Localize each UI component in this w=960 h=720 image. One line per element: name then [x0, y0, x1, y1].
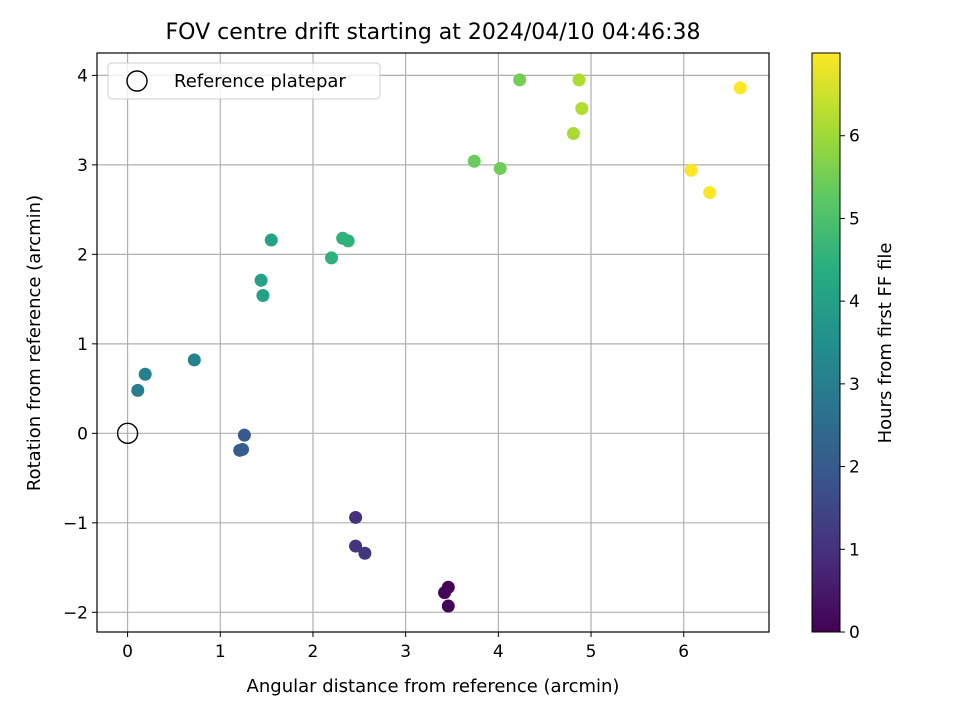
x-axis-label: Angular distance from reference (arcmin)	[247, 676, 620, 697]
scatter-point	[575, 101, 589, 115]
x-tick-label: 4	[493, 642, 504, 662]
x-axis-ticks: 0 1 2 3 4 5 6	[122, 632, 689, 662]
colorbar-tick-label: 3	[849, 375, 860, 395]
scatter-point	[131, 383, 145, 397]
plot-frame	[96, 52, 770, 633]
grid-lines	[97, 53, 769, 632]
scatter-point	[325, 251, 339, 265]
chart-title: FOV centre drift starting at 2024/04/10 …	[166, 20, 701, 45]
scatter-point	[467, 154, 481, 168]
colorbar-tick-label: 0	[849, 623, 860, 643]
y-tick-label: 0	[77, 424, 88, 444]
y-axis-label: Rotation from reference (arcmin)	[24, 195, 45, 491]
scatter-point	[237, 428, 251, 442]
scatter-point	[341, 234, 355, 248]
colorbar-tick-label: 5	[849, 209, 860, 229]
legend-entry: Reference platepar	[174, 71, 346, 92]
scatter-point	[566, 127, 580, 141]
scatter-point	[441, 599, 455, 613]
colorbar-tick-label: 2	[849, 458, 860, 478]
scatter-point	[513, 73, 527, 87]
legend: Reference platepar	[107, 62, 381, 100]
colorbar-tick-label: 6	[849, 127, 860, 147]
y-tick-label: 2	[77, 245, 88, 265]
y-tick-label: −2	[63, 603, 88, 623]
x-tick-label: 6	[678, 642, 689, 662]
scatter-point	[256, 289, 270, 303]
scatter-point	[733, 81, 747, 95]
colorbar	[812, 53, 840, 632]
y-axis-ticks: −2 −1 0 1 2 3 4	[63, 66, 97, 623]
scatter-point	[138, 367, 152, 381]
scatter-point	[254, 273, 268, 287]
scatter-point	[493, 161, 507, 175]
colorbar-label: Hours from first FF file	[875, 243, 896, 444]
x-tick-label: 0	[122, 642, 133, 662]
colorbar-ticks: 0 1 2 3 4 5 6	[840, 127, 860, 643]
scatter-point	[236, 442, 250, 456]
x-tick-label: 3	[400, 642, 411, 662]
legend-box	[107, 62, 381, 100]
legend-reference-marker	[126, 70, 148, 92]
colorbar-frame	[811, 52, 841, 633]
scatter-point	[703, 186, 717, 200]
scatter-point	[438, 586, 452, 600]
x-tick-label: 2	[308, 642, 319, 662]
scatter-point	[358, 546, 372, 560]
data-points	[131, 73, 747, 613]
y-tick-label: 4	[77, 66, 88, 86]
scatter-point	[572, 73, 586, 87]
scatter-point	[349, 510, 363, 524]
scatter-point	[264, 233, 278, 247]
scatter-point	[187, 353, 201, 367]
x-tick-label: 1	[215, 642, 226, 662]
x-tick-label: 5	[586, 642, 597, 662]
y-tick-label: −1	[63, 514, 88, 534]
y-tick-label: 1	[77, 335, 88, 355]
reference-marker-layer	[116, 422, 139, 445]
reference-platepar-marker	[116, 422, 139, 445]
scatter-point	[349, 539, 363, 553]
colorbar-tick-label: 4	[849, 292, 860, 312]
scatter-point	[684, 163, 698, 177]
y-tick-label: 3	[77, 156, 88, 176]
colorbar-tick-label: 1	[849, 540, 860, 560]
